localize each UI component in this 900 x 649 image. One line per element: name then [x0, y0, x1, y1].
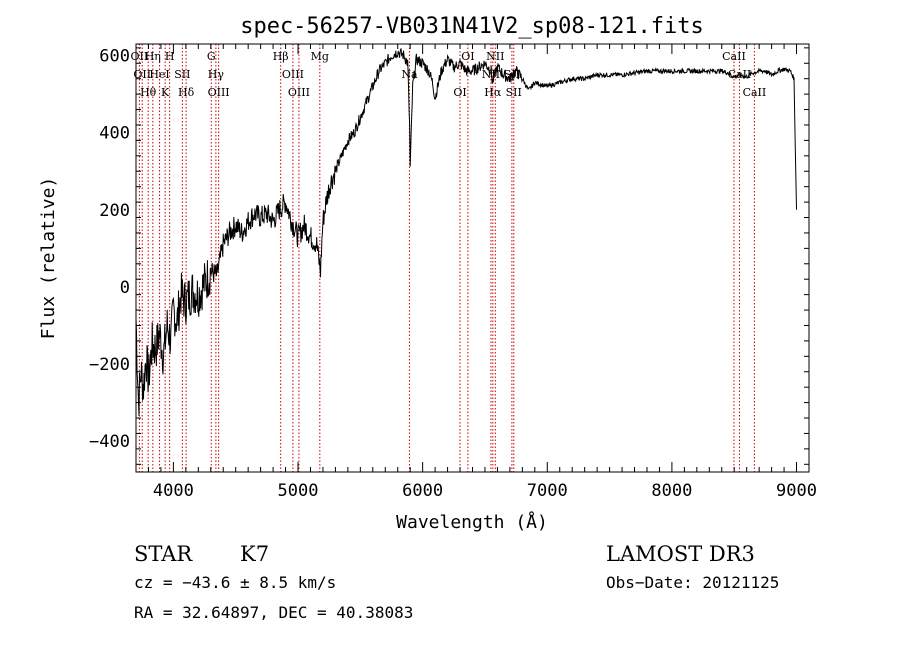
- y-tick-label: −200: [89, 355, 130, 375]
- x-tick-label: 4000: [153, 481, 194, 501]
- line-label-OII: OII: [133, 68, 151, 81]
- line-label-NII: NII: [486, 50, 504, 63]
- x-tick-label: 8000: [651, 481, 692, 501]
- x-axis-label: Wavelength (Å): [396, 511, 548, 533]
- x-tick-label: 5000: [278, 481, 319, 501]
- line-label-OIII: OIII: [282, 68, 304, 81]
- line-label-Hα: Hα: [484, 86, 502, 99]
- line-labels: OII OII Hθ Hη HeI K H SII Hδ G Hγ OIII Hβ OIII OIII Mg N…: [131, 50, 767, 99]
- obs-date: Obs−Date: 20121125: [606, 573, 779, 592]
- line-label-Hδ: Hδ: [178, 86, 195, 99]
- redshift-cz: cz = −43.6 ± 8.5 km/s: [134, 573, 336, 592]
- line-markers: [138, 44, 755, 472]
- line-label-CaII: CaII: [743, 86, 767, 99]
- line-label-HeI: HeI: [149, 68, 169, 81]
- ra-dec: RA = 32.64897, DEC = 40.38083: [134, 603, 413, 622]
- line-label-K: K: [161, 86, 170, 99]
- y-axis-ticks: −400 −200 0 200 400 600: [89, 47, 809, 465]
- x-axis-ticks: 4000 5000 6000 7000 8000 9000: [147, 44, 817, 501]
- line-label-OIII: OIII: [288, 86, 310, 99]
- plot-frame: [135, 43, 810, 473]
- line-label-OI: OI: [461, 50, 474, 63]
- line-label-Hη: Hη: [145, 50, 161, 63]
- line-label-CaII: CaII: [722, 50, 746, 63]
- y-tick-label: −400: [89, 432, 130, 452]
- line-label-Hβ: Hβ: [273, 50, 289, 63]
- chart-title: spec-56257-VB031N41V2_sp08-121.fits: [240, 14, 704, 39]
- y-tick-label: 200: [99, 201, 130, 221]
- spectrum-series-line: [135, 48, 797, 416]
- survey-name: LAMOST DR3: [606, 542, 755, 566]
- line-label-H: H: [165, 50, 175, 63]
- line-label-Hθ: Hθ: [140, 86, 157, 99]
- line-label-SII: SII: [506, 86, 522, 99]
- object-subclass: K7: [240, 542, 269, 566]
- line-label-Hγ: Hγ: [208, 68, 225, 81]
- object-class: STAR: [134, 542, 193, 566]
- y-axis-label: Flux (relative): [38, 177, 59, 340]
- x-tick-label: 6000: [402, 481, 443, 501]
- x-tick-label: 9000: [776, 481, 817, 501]
- y-tick-label: 400: [99, 124, 130, 144]
- y-tick-label: 600: [99, 47, 130, 67]
- x-tick-label: 7000: [527, 481, 568, 501]
- line-label-SII: SII: [174, 68, 190, 81]
- line-label-OI: OI: [453, 86, 466, 99]
- y-tick-label: 0: [120, 278, 130, 298]
- line-label-OIII: OIII: [208, 86, 230, 99]
- line-label-Mg: Mg: [311, 50, 329, 63]
- line-label-OII: OII: [131, 50, 149, 63]
- line-label-G: G: [207, 50, 216, 63]
